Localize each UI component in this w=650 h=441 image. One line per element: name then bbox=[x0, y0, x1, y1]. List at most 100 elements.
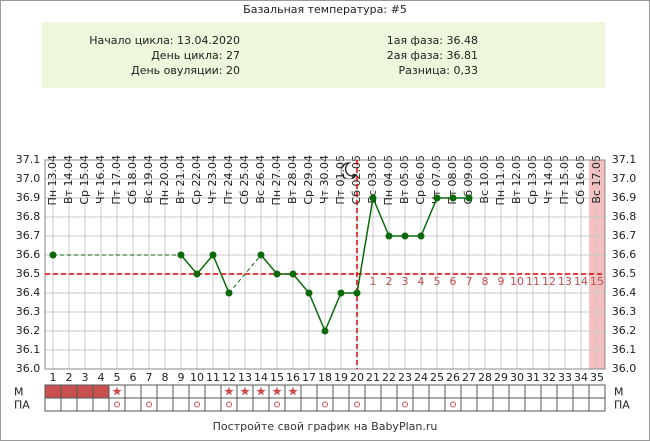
star-marker bbox=[256, 386, 266, 396]
x-tick-label: 34 bbox=[574, 371, 588, 384]
x-tick-label: 17 bbox=[302, 371, 316, 384]
info: День цикла: 27 bbox=[151, 49, 240, 62]
x-tick-label: 29 bbox=[494, 371, 508, 384]
phase2-label: 2 bbox=[386, 275, 393, 288]
y-tick-label: 36.5 bbox=[16, 267, 41, 280]
point bbox=[305, 289, 313, 297]
temperature-line bbox=[180, 253, 230, 294]
phase2-label: 12 bbox=[542, 275, 556, 288]
x-tick-label: 4 bbox=[98, 371, 105, 384]
y-tick-label: 36.0 bbox=[612, 362, 637, 375]
date-label: Сб 16.05 bbox=[574, 155, 587, 204]
date-label: Вт 21.04 bbox=[174, 155, 187, 204]
point bbox=[209, 251, 217, 259]
x-tick-label: 12 bbox=[222, 371, 236, 384]
sex-marker bbox=[226, 401, 232, 408]
date-label: Пт 01.05 bbox=[334, 155, 347, 205]
row-label: М bbox=[14, 386, 24, 399]
sex-marker bbox=[354, 401, 360, 408]
gap-connector bbox=[228, 254, 262, 294]
point bbox=[273, 270, 281, 278]
y-tick-label: 36.4 bbox=[612, 286, 637, 299]
date-label: Пт 08.05 bbox=[446, 155, 459, 205]
phase2-label: 4 bbox=[418, 275, 425, 288]
sex-marker bbox=[146, 401, 152, 408]
x-tick-label: 11 bbox=[206, 371, 220, 384]
x-tick-label: 26 bbox=[446, 371, 460, 384]
y-tick-label: 36.6 bbox=[612, 248, 637, 261]
menstruation-cell bbox=[77, 385, 93, 398]
row-label: М bbox=[614, 386, 624, 399]
y-tick-label: 36.2 bbox=[612, 324, 637, 337]
x-tick-label: 9 bbox=[178, 371, 185, 384]
date-label: Ср 06.05 bbox=[414, 155, 427, 205]
y-tick-label: 36.7 bbox=[16, 229, 41, 242]
menstruation-cell bbox=[45, 385, 61, 398]
info-box bbox=[42, 22, 605, 88]
y-tick-label: 36.8 bbox=[16, 210, 41, 223]
date-label: Ср 13.05 bbox=[526, 155, 539, 205]
info: Начало цикла: 13.04.2020 bbox=[89, 34, 240, 47]
date-label: Вт 14.04 bbox=[62, 155, 75, 204]
date-label: Пт 24.04 bbox=[222, 155, 235, 205]
y-tick-label: 36.6 bbox=[16, 248, 41, 261]
x-tick-label: 35 bbox=[590, 371, 604, 384]
x-tick-label: 18 bbox=[318, 371, 332, 384]
date-label: Вт 28.04 bbox=[286, 155, 299, 204]
x-tick-label: 28 bbox=[478, 371, 492, 384]
date-label: Пн 04.05 bbox=[382, 155, 395, 205]
x-tick-label: 13 bbox=[238, 371, 252, 384]
y-tick-label: 37.0 bbox=[16, 172, 41, 185]
point bbox=[353, 289, 361, 297]
star-marker bbox=[224, 386, 234, 396]
point bbox=[417, 232, 425, 240]
date-label: Пт 17.04 bbox=[110, 155, 123, 205]
point bbox=[289, 270, 297, 278]
date-label: Сб 18.04 bbox=[126, 155, 139, 204]
point bbox=[49, 251, 57, 259]
date-label: Вс 10.05 bbox=[478, 155, 491, 204]
point bbox=[369, 194, 377, 202]
info: День овуляции: 20 bbox=[131, 64, 240, 77]
date-label: Чт 30.04 bbox=[318, 155, 331, 204]
sex-marker bbox=[402, 401, 408, 408]
y-tick-label: 36.9 bbox=[612, 191, 637, 204]
y-tick-label: 36.9 bbox=[16, 191, 41, 204]
date-label: Чт 07.05 bbox=[430, 155, 443, 204]
y-tick-label: 37.0 bbox=[612, 172, 637, 185]
date-label: Ср 29.04 bbox=[302, 155, 315, 205]
date-label: Пн 13.04 bbox=[46, 155, 59, 205]
x-tick-label: 5 bbox=[114, 371, 121, 384]
point bbox=[465, 194, 473, 202]
phase2-label: 7 bbox=[466, 275, 473, 288]
y-tick-label: 37.1 bbox=[612, 153, 637, 166]
sex-marker bbox=[322, 401, 328, 408]
row-label: ПА bbox=[614, 399, 630, 412]
moon-icon bbox=[340, 162, 358, 180]
x-tick-label: 8 bbox=[162, 371, 169, 384]
sex-marker bbox=[450, 401, 456, 408]
y-tick-label: 37.1 bbox=[16, 153, 41, 166]
x-tick-label: 25 bbox=[430, 371, 444, 384]
x-tick-label: 20 bbox=[350, 371, 364, 384]
date-label: Сб 09.05 bbox=[462, 155, 475, 204]
phase2-label: 10 bbox=[510, 275, 524, 288]
point bbox=[193, 270, 201, 278]
phase2-label: 3 bbox=[402, 275, 409, 288]
x-tick-label: 33 bbox=[558, 371, 572, 384]
x-tick-label: 2 bbox=[66, 371, 73, 384]
info: Разница: 0,33 bbox=[399, 64, 479, 77]
date-label: Вс 26.04 bbox=[254, 155, 267, 204]
phase2-label: 15 bbox=[590, 275, 604, 288]
x-tick-label: 22 bbox=[382, 371, 396, 384]
phase2-label: 1 bbox=[370, 275, 377, 288]
x-tick-label: 31 bbox=[526, 371, 540, 384]
date-label: Вт 05.05 bbox=[398, 155, 411, 204]
point bbox=[449, 194, 457, 202]
footer: Постройте свой график на BabyPlan.ru bbox=[213, 420, 438, 433]
y-tick-label: 36.3 bbox=[16, 305, 41, 318]
date-label: Пт 15.05 bbox=[558, 155, 571, 205]
x-tick-label: 14 bbox=[254, 371, 268, 384]
x-tick-label: 7 bbox=[146, 371, 153, 384]
point bbox=[433, 194, 441, 202]
